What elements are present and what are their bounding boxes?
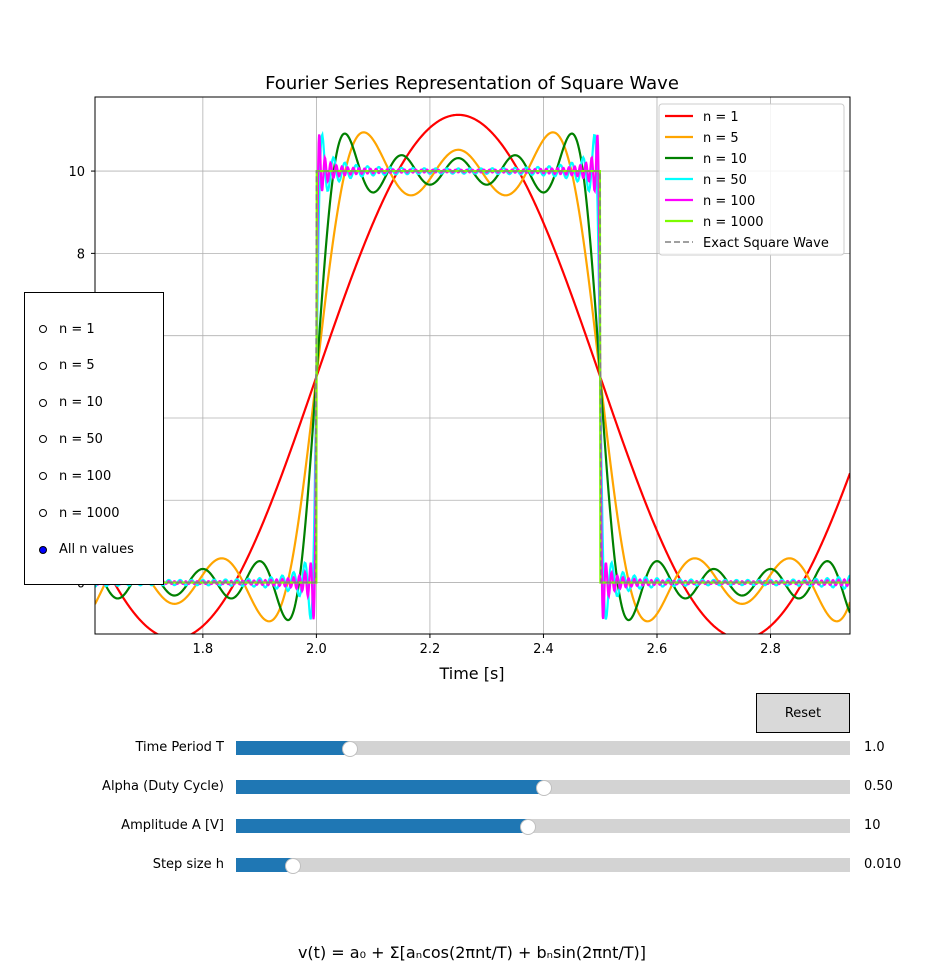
radio-option[interactable]: n = 1 (39, 320, 95, 338)
legend-entry: n = 1000 (703, 215, 763, 230)
radio-option[interactable]: n = 5 (39, 357, 95, 375)
legend-entry: n = 1 (703, 110, 739, 125)
radio-option-label: n = 100 (59, 468, 112, 484)
radio-option[interactable]: n = 10 (39, 394, 103, 412)
slider-fill (236, 741, 349, 755)
radio-button-icon[interactable] (39, 361, 47, 370)
series-line-1 (95, 131, 850, 623)
slider-label: Time Period T (135, 740, 224, 755)
legend: n = 1 n = 5 n = 10 n = 50 n = 100 n = 1000 Exa… (658, 103, 845, 256)
radio-option-label: n = 1 (59, 321, 95, 337)
slider-track[interactable] (236, 741, 850, 757)
radio-option-label: n = 10 (59, 395, 103, 411)
slider-row: Alpha (Duty Cycle) 0.50 (0, 779, 944, 799)
slider-value: 10 (864, 818, 881, 833)
slider-fill (236, 858, 292, 872)
radio-option-label: n = 5 (59, 358, 95, 374)
slider-row: Time Period T 1.0 (0, 740, 944, 760)
radio-option[interactable]: All n values (39, 541, 134, 559)
reset-button[interactable]: Reset (756, 693, 850, 733)
series-lines (95, 113, 850, 634)
legend-box (658, 103, 845, 256)
slider-value: 1.0 (864, 740, 885, 755)
legend-entry: n = 100 (703, 194, 755, 209)
radio-option-label: All n values (59, 542, 134, 558)
series-line-6 (95, 170, 850, 584)
slider-handle[interactable] (341, 741, 358, 757)
slider-handle[interactable] (536, 780, 552, 796)
fourier-formula: v(t) = a₀ + Σ[aₙcos(2πnt/T) + bₙsin(2πnt… (297, 943, 647, 962)
slider-track[interactable] (236, 780, 850, 796)
radio-option[interactable]: n = 50 (39, 430, 103, 448)
radio-option-label: n = 50 (59, 431, 103, 447)
x-tick-label: 1.8 (193, 642, 214, 657)
legend-entry: Exact Square Wave (703, 236, 829, 251)
legend-entry: n = 50 (703, 173, 747, 188)
slider-value: 0.010 (864, 857, 902, 872)
x-tick-label: 2.0 (306, 642, 327, 657)
harmonics-radio-panel: n = 1 n = 5 n = 10 n = 50 n = 100 n = 1000 All… (24, 292, 164, 585)
slider-handle[interactable] (520, 819, 537, 835)
x-tick-label: 2.6 (647, 642, 668, 657)
x-tick-label: 2.2 (420, 642, 441, 657)
radio-button-icon[interactable] (39, 435, 47, 444)
fourier-chart: Fourier Series Representation of Square … (68, 73, 851, 683)
slider-fill (236, 780, 543, 794)
radio-button-icon[interactable] (39, 509, 47, 517)
radio-option[interactable]: n = 1000 (39, 504, 119, 522)
slider-fill (236, 819, 528, 833)
y-tick-label: 8 (77, 247, 85, 262)
legend-entry: n = 10 (703, 152, 747, 167)
x-tick-label: 2.4 (533, 642, 554, 657)
legend-entry: n = 5 (703, 131, 739, 146)
radio-button-icon[interactable] (39, 545, 47, 554)
slider-label: Alpha (Duty Cycle) (102, 779, 224, 794)
radio-button-icon[interactable] (39, 398, 47, 407)
slider-row: Amplitude A [V] 10 (0, 818, 944, 838)
x-axis-label: Time [s] (438, 664, 504, 683)
radio-button-icon[interactable] (39, 325, 47, 333)
slider-handle[interactable] (284, 858, 301, 874)
slider-row: Step size h 0.010 (0, 857, 944, 877)
radio-option[interactable]: n = 100 (39, 467, 111, 485)
slider-value: 0.50 (864, 779, 893, 794)
y-tick-label: 10 (68, 165, 85, 180)
radio-button-icon[interactable] (39, 472, 47, 481)
slider-label: Amplitude A [V] (121, 818, 224, 833)
slider-label: Step size h (152, 857, 224, 872)
x-tick-label: 2.8 (760, 642, 781, 657)
radio-option-label: n = 1000 (59, 505, 120, 521)
chart-title: Fourier Series Representation of Square … (265, 73, 679, 94)
slider-track[interactable] (236, 819, 850, 835)
slider-track[interactable] (236, 858, 850, 874)
